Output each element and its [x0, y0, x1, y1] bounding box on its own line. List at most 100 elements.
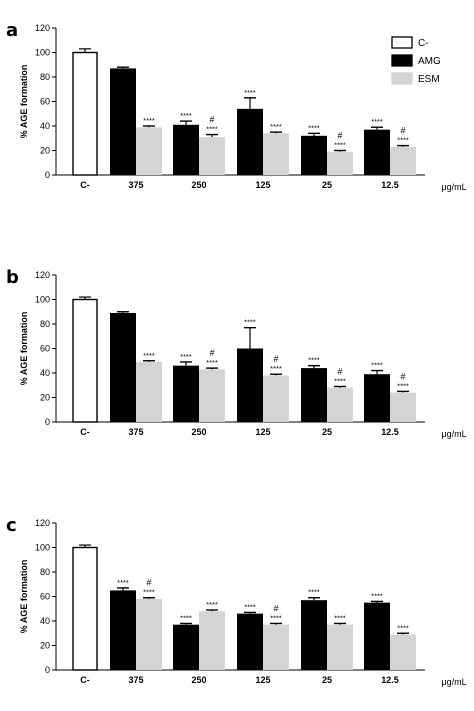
bar-esm-25	[327, 624, 353, 670]
legend-label: C-	[418, 38, 429, 49]
significance-label: ****	[270, 613, 282, 622]
significance-label: ****	[270, 122, 282, 131]
hash-label: #	[400, 126, 405, 136]
y-axis-label: % AGE formation	[19, 560, 29, 634]
x-tick-label: 25	[322, 675, 332, 685]
bar-amg-375	[110, 590, 136, 670]
significance-label: ****	[244, 88, 256, 97]
bar-amg-125	[237, 108, 263, 175]
y-tick-label: 20	[40, 146, 50, 156]
bar-esm-375	[136, 361, 162, 422]
x-tick-label: 250	[191, 180, 206, 190]
legend: C- AMG ESM	[391, 36, 441, 85]
significance-label: ****	[308, 123, 320, 132]
y-tick-label: 0	[45, 665, 50, 675]
x-tick-label: 12.5	[381, 180, 399, 190]
significance-label: ****	[308, 356, 320, 365]
significance-label: ****	[397, 136, 409, 145]
y-tick-label: 60	[40, 344, 50, 354]
y-tick-label: 60	[40, 592, 50, 602]
x-tick-label: 125	[255, 675, 270, 685]
bar-amg-250	[173, 624, 199, 670]
bar-amg-375	[110, 312, 136, 422]
bar-esm-25	[327, 151, 353, 175]
x-unit-label: μg/mL	[441, 677, 466, 687]
significance-label: ****	[371, 591, 383, 600]
significance-label: ****	[371, 117, 383, 126]
bar-amg-25	[301, 135, 327, 175]
significance-label: ****	[206, 600, 218, 609]
y-tick-label: 40	[40, 368, 50, 378]
legend-swatch-c-	[391, 36, 413, 49]
bar-amg-250	[173, 124, 199, 175]
bar-amg-125	[237, 348, 263, 422]
y-tick-label: 40	[40, 616, 50, 626]
x-tick-label: C-	[80, 427, 90, 437]
legend-swatch-esm	[391, 72, 413, 85]
x-tick-label: 125	[255, 427, 270, 437]
hash-label: #	[209, 348, 214, 358]
hash-label: #	[273, 354, 278, 364]
x-tick-label: 250	[191, 427, 206, 437]
bar-esm-25	[327, 387, 353, 422]
bar-esm-12.5	[390, 146, 416, 175]
bar-amg-125	[237, 613, 263, 670]
panel-letter: a	[6, 20, 18, 41]
bar-amg-250	[173, 365, 199, 422]
significance-label: ****	[244, 318, 256, 327]
bar-esm-12.5	[390, 634, 416, 670]
hash-label: #	[400, 371, 405, 381]
x-tick-label: 12.5	[381, 427, 399, 437]
significance-label: ****	[308, 588, 320, 597]
bar-esm-125	[263, 624, 289, 670]
bar-amg-12.5	[364, 129, 390, 175]
significance-label: ****	[180, 613, 192, 622]
y-tick-label: 120	[35, 23, 50, 33]
bar-esm-12.5	[390, 392, 416, 422]
significance-label: ****	[117, 578, 129, 587]
significance-label: ****	[143, 351, 155, 360]
bar-esm-375	[136, 127, 162, 175]
significance-label: ****	[270, 364, 282, 373]
x-tick-label: 125	[255, 180, 270, 190]
y-tick-label: 20	[40, 641, 50, 651]
significance-label: ****	[206, 358, 218, 367]
x-tick-label: 25	[322, 427, 332, 437]
significance-label: ****	[180, 352, 192, 361]
significance-label: ****	[143, 116, 155, 125]
bar-control	[72, 298, 98, 423]
x-tick-label: C-	[80, 180, 90, 190]
legend-swatch-amg	[391, 54, 413, 67]
panel-letter: b	[6, 267, 19, 288]
bar-esm-250	[199, 137, 225, 175]
bar-control	[72, 546, 98, 671]
chart-panel-b: b 0 20 40 60 80 100 120 % AGE formation C- **** 375…	[6, 267, 467, 439]
hash-label: #	[273, 603, 278, 613]
y-tick-label: 80	[40, 567, 50, 577]
bar-esm-375	[136, 598, 162, 670]
bar-esm-125	[263, 375, 289, 422]
y-tick-label: 60	[40, 97, 50, 107]
significance-label: ****	[244, 602, 256, 611]
significance-label: ****	[371, 361, 383, 370]
y-tick-label: 80	[40, 72, 50, 82]
x-tick-label: 375	[128, 180, 143, 190]
y-tick-label: 0	[45, 417, 50, 427]
y-tick-label: 80	[40, 319, 50, 329]
panel-letter: c	[6, 515, 17, 536]
y-tick-label: 0	[45, 170, 50, 180]
x-unit-label: μg/mL	[441, 182, 466, 192]
x-tick-label: 375	[128, 427, 143, 437]
y-tick-label: 100	[35, 48, 50, 58]
hash-label: #	[209, 115, 214, 125]
x-tick-label: 250	[191, 675, 206, 685]
x-tick-label: C-	[80, 675, 90, 685]
bar-amg-12.5	[364, 602, 390, 670]
bar-amg-375	[110, 68, 136, 175]
significance-label: ****	[334, 376, 346, 385]
significance-label: ****	[334, 141, 346, 150]
x-tick-label: 12.5	[381, 675, 399, 685]
x-tick-label: 25	[322, 180, 332, 190]
y-axis-label: % AGE formation	[19, 65, 29, 139]
